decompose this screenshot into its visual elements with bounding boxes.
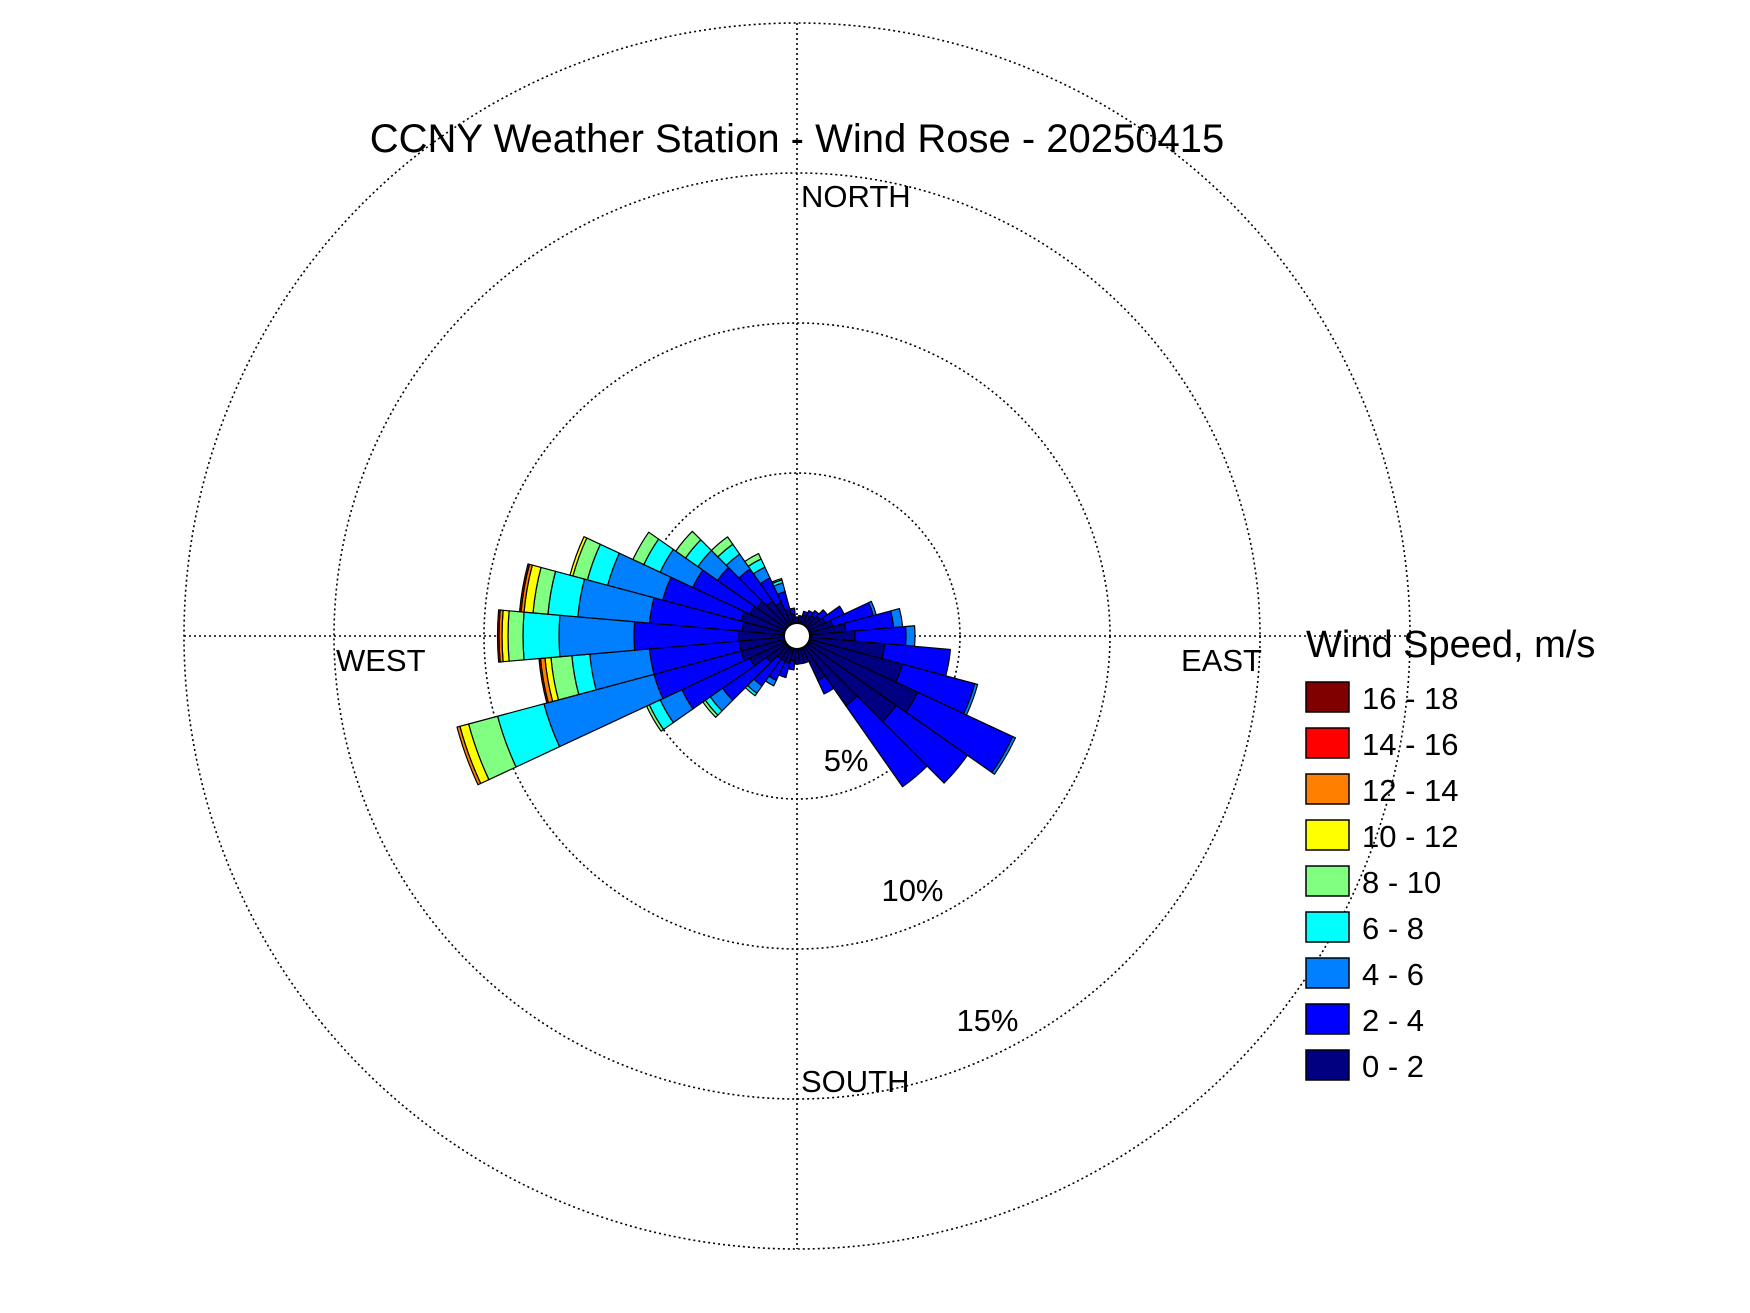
wedge-350-2-4 xyxy=(789,607,796,616)
wind-rose-bars xyxy=(456,530,1017,788)
legend-label: 10 - 12 xyxy=(1362,819,1459,854)
direction-axes xyxy=(184,23,1410,1249)
direction-label-north: NORTH xyxy=(801,179,911,214)
sector-330 xyxy=(744,552,793,626)
sector-270 xyxy=(496,609,785,663)
legend-swatch xyxy=(1305,865,1350,897)
wedge-320-8-10 xyxy=(710,536,734,558)
legend-label: 8 - 10 xyxy=(1362,865,1441,900)
wedge-340-8-10 xyxy=(771,577,783,585)
legend-items: 16 - 18 14 - 16 12 - 14 10 - 12 8 - 10 6 - 8 4… xyxy=(1305,681,1459,1084)
wedge-330-8-10 xyxy=(744,552,762,567)
legend-swatch xyxy=(1305,819,1350,851)
sector-290 xyxy=(569,536,786,634)
legend-swatch xyxy=(1305,681,1350,713)
sector-100 xyxy=(808,636,952,677)
wedge-280-14-16 xyxy=(518,563,531,613)
center-hole xyxy=(783,622,811,650)
legend-swatch xyxy=(1305,773,1350,805)
wedge-310-8-10 xyxy=(675,530,702,559)
wedge-250-12-14 xyxy=(456,725,482,786)
legend-swatch xyxy=(1305,1049,1350,1081)
wedge-90-4-6 xyxy=(904,625,916,647)
sector-230 xyxy=(702,642,789,718)
legend-swatch xyxy=(1305,957,1350,989)
legend-label: 4 - 6 xyxy=(1362,957,1424,992)
wedge-270-14-16 xyxy=(496,609,501,663)
legend-label: 6 - 8 xyxy=(1362,911,1424,946)
wedge-300-8-10 xyxy=(632,531,660,566)
wedge-150-2-4 xyxy=(817,675,835,695)
ring-label-15: 15% xyxy=(956,1003,1018,1038)
sector-120 xyxy=(807,640,1017,775)
wedge-270-8-10 xyxy=(507,610,525,662)
sector-250 xyxy=(456,638,786,786)
sector-310 xyxy=(675,530,789,630)
chart-title: CCNY Weather Station - Wind Rose - 20250… xyxy=(370,117,1225,161)
legend-label: 12 - 14 xyxy=(1362,773,1459,808)
wedge-130-2-4 xyxy=(881,704,968,784)
legend: Wind Speed, m/s 16 - 18 14 - 16 12 - 14 10 … xyxy=(1305,624,1595,1084)
wedge-290-10-12 xyxy=(569,536,588,577)
wedge-270-4-6 xyxy=(558,614,636,658)
wedge-120-4-6 xyxy=(991,735,1017,775)
legend-label: 0 - 2 xyxy=(1362,1049,1424,1084)
legend-label: 14 - 16 xyxy=(1362,727,1459,762)
legend-swatch xyxy=(1305,911,1350,943)
ring-label-10: 10% xyxy=(881,873,943,908)
legend-title: Wind Speed, m/s xyxy=(1306,624,1595,666)
ring-label-5: 5% xyxy=(824,743,869,778)
legend-swatch xyxy=(1305,727,1350,759)
direction-label-west: WEST xyxy=(336,643,426,678)
wedge-140-2-4 xyxy=(845,695,928,788)
legend-swatch xyxy=(1305,1003,1350,1035)
direction-label-east: EAST xyxy=(1181,643,1262,678)
direction-label-south: SOUTH xyxy=(801,1064,910,1099)
legend-label: 16 - 18 xyxy=(1362,681,1459,716)
wedge-270-6-8 xyxy=(522,611,561,661)
legend-label: 2 - 4 xyxy=(1362,1003,1424,1038)
sector-110 xyxy=(808,638,979,716)
sector-320 xyxy=(710,536,791,628)
sector-280 xyxy=(518,563,786,636)
